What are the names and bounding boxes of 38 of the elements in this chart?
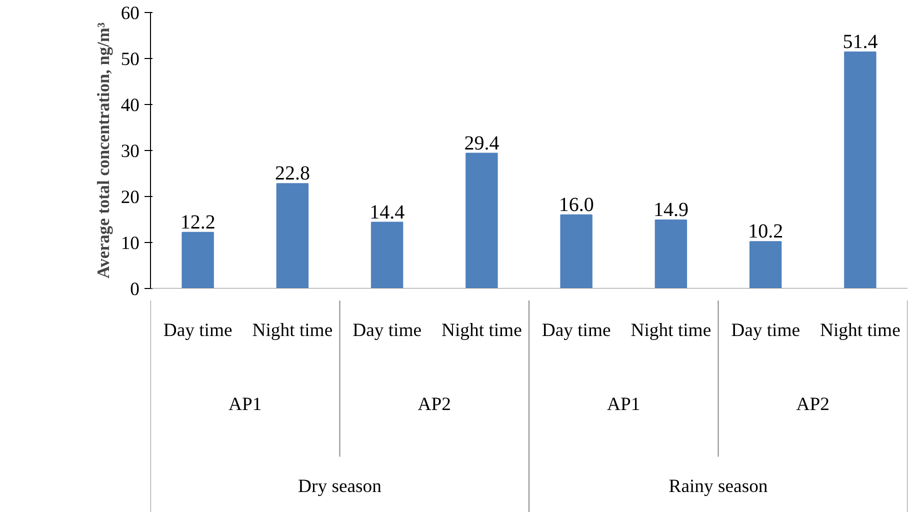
- text: AP2: [796, 394, 830, 416]
- bar: [370, 222, 404, 288]
- text: AP1: [228, 394, 262, 416]
- data-label: 10.2: [748, 220, 784, 243]
- data-label: 12.2: [180, 211, 216, 234]
- data-label: 22.8: [274, 162, 310, 185]
- text: AP2: [418, 394, 451, 416]
- y-tick-label: 50: [120, 49, 140, 70]
- x-tick-label: Night time: [252, 320, 333, 341]
- bar: [276, 183, 309, 288]
- x-tick-label: Night time: [820, 320, 900, 341]
- x-tick-label: Day time: [731, 320, 800, 341]
- text: AP1: [607, 394, 640, 416]
- bar: [560, 214, 592, 288]
- x-tick-label: Day time: [542, 320, 611, 341]
- bar: [182, 232, 214, 288]
- bar: [844, 52, 876, 288]
- bar: [654, 219, 688, 288]
- y-tick-label: 40: [120, 95, 140, 116]
- data-label: 14.9: [653, 198, 688, 221]
- y-axis-title: Average total concentration, ng/m³: [94, 22, 113, 279]
- data-label: 29.4: [464, 132, 500, 154]
- x-tick-label: Night time: [630, 320, 712, 341]
- data-label: 51.4: [842, 31, 878, 54]
- x-tick-label: Day time: [163, 320, 232, 341]
- bar: [749, 241, 782, 288]
- bar: [466, 152, 498, 288]
- text: Rainy season: [668, 476, 768, 497]
- y-tick-label: 10: [120, 233, 140, 254]
- data-label: 14.4: [370, 201, 405, 224]
- y-tick-label: 60: [120, 3, 140, 24]
- y-tick-label: 20: [120, 187, 140, 208]
- y-tick-label: 30: [120, 141, 140, 162]
- x-tick-label: Day time: [352, 320, 422, 341]
- x-tick-label: Night time: [442, 320, 522, 341]
- text: Dry season: [298, 476, 382, 497]
- data-label: 16.0: [558, 194, 594, 216]
- y-tick-label: 0: [130, 279, 140, 300]
